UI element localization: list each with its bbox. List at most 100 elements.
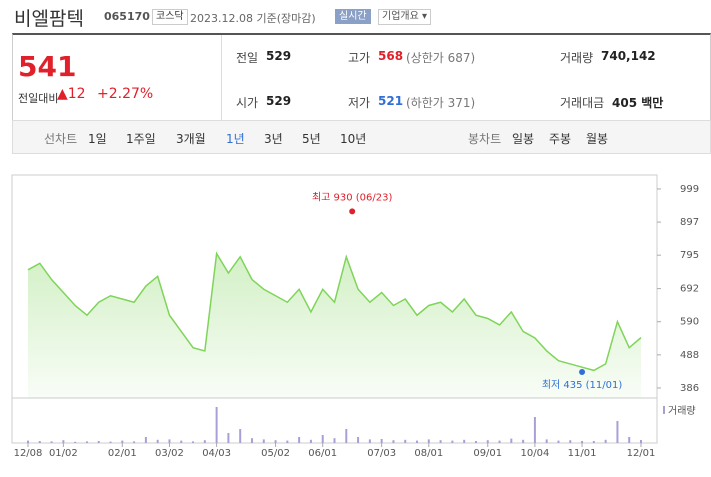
volume-bar — [156, 439, 159, 443]
period-tab[interactable]: 1주일 — [126, 132, 156, 146]
price: 541 — [18, 50, 77, 83]
item-note: (상한가 687) — [406, 51, 476, 65]
item-value: 740,142 — [601, 49, 656, 63]
volume-bar — [74, 441, 77, 443]
item-value: 405 백만 — [612, 96, 664, 110]
volume-bar — [333, 438, 336, 443]
volume-bar — [274, 440, 277, 443]
volume-bar — [557, 440, 560, 443]
volume-bar — [498, 440, 501, 443]
change: ▲12 — [57, 86, 86, 102]
y-tick-label: 795 — [680, 250, 699, 261]
volume-bar — [533, 417, 536, 443]
x-tick-label: 05/02 — [261, 448, 290, 459]
volume-bar — [203, 440, 206, 443]
volume-bar — [50, 441, 53, 443]
volume-bar — [250, 438, 253, 443]
overview-button[interactable]: 기업개요 ▾ — [378, 9, 431, 25]
item-label: 저가 — [348, 96, 371, 110]
volume-bar — [604, 439, 607, 443]
volume-bar — [545, 439, 548, 443]
tab-bar — [12, 120, 711, 154]
x-tick-label: 04/03 — [202, 448, 231, 459]
x-tick-label: 08/01 — [414, 448, 443, 459]
item-label: 거래대금 — [560, 96, 605, 110]
x-tick-label: 12/08 — [14, 448, 43, 459]
period-tab[interactable]: 5년 — [302, 132, 321, 146]
stock-name: 비엘팜텍 — [14, 8, 84, 30]
volume-bar — [427, 439, 430, 443]
chart: 386 488 590 692 795 897 999 거래량 12/08 01/02 02/01 0… — [11, 174, 699, 459]
annotation-label: 최저 435 (11/01) — [542, 379, 623, 391]
y-tick-label: 386 — [680, 383, 699, 394]
volume-bar — [616, 421, 619, 443]
change-label: 전일대비 — [18, 92, 59, 105]
volume-bar — [180, 440, 183, 443]
item-value: 529 — [266, 94, 292, 108]
volume-bar — [309, 439, 312, 443]
volume-bar — [62, 440, 65, 443]
x-tick-label: 03/02 — [155, 448, 184, 459]
volume-bar — [262, 439, 265, 443]
volume-bar — [640, 440, 642, 443]
volume-bar — [416, 440, 419, 443]
annotation-marker — [579, 369, 586, 376]
volume-bar — [38, 441, 41, 443]
volume-bar — [133, 441, 136, 443]
date: 2023.12.08 기준(장마감) — [190, 12, 316, 25]
volume-bar — [569, 440, 572, 443]
item-value: 529 — [266, 49, 292, 63]
y-tick-label: 488 — [680, 350, 699, 361]
volume-bar — [168, 439, 171, 443]
volume-bar — [451, 440, 454, 443]
volume-bar — [27, 440, 29, 443]
volume-bar — [239, 429, 242, 443]
period-tab[interactable]: 10년 — [340, 132, 367, 146]
item-note: (하한가 371) — [406, 96, 476, 110]
period-tab[interactable]: 3년 — [264, 132, 283, 146]
volume-bar — [510, 438, 513, 443]
y-tick-label: 897 — [680, 217, 699, 228]
volume-bar — [97, 441, 100, 443]
volume-bar — [109, 441, 112, 443]
x-tick-label: 07/03 — [367, 448, 396, 459]
candle-tab[interactable]: 월봉 — [586, 132, 609, 146]
legend-label: 거래량 — [668, 405, 696, 417]
volume-bar — [404, 439, 407, 443]
divider — [221, 35, 222, 121]
volume-bar — [486, 440, 489, 443]
item-value: 568 — [378, 49, 404, 63]
volume-bar — [463, 439, 466, 443]
x-tick-label: 02/01 — [108, 448, 137, 459]
volume-bar — [345, 429, 348, 443]
volume-bar — [321, 435, 324, 443]
candle-tab[interactable]: 주봉 — [549, 132, 572, 146]
x-tick-label: 09/01 — [473, 448, 502, 459]
volume-bar — [581, 441, 584, 443]
period-tab[interactable]: 1년 — [226, 132, 245, 146]
volume-bar — [121, 440, 124, 443]
candle-tab[interactable]: 일봉 — [512, 132, 535, 146]
x-tick-label: 12/01 — [627, 448, 656, 459]
period-tab[interactable]: 1일 — [88, 132, 107, 146]
item-value: 521 — [378, 94, 404, 108]
volume-bar — [628, 437, 631, 443]
legend-swatch — [663, 406, 665, 414]
volume-bar — [522, 439, 525, 443]
volume-bar — [227, 433, 230, 443]
x-tick-label: 10/04 — [520, 448, 549, 459]
volume-bar — [439, 440, 442, 443]
volume-bar — [144, 437, 147, 443]
y-tick-label: 999 — [680, 184, 699, 195]
volume-bar — [380, 439, 383, 443]
market-badge: 코스닥 — [152, 9, 188, 25]
volume-bar — [192, 441, 195, 443]
volume-bar — [474, 441, 477, 443]
realtime-badge[interactable]: 실시간 — [335, 9, 371, 24]
tab-label: 선차트 — [44, 132, 78, 146]
x-tick-label: 01/02 — [49, 448, 78, 459]
volume-bar — [357, 437, 360, 443]
period-tab[interactable]: 3개월 — [176, 132, 206, 146]
stock-code: 065170 — [104, 10, 150, 23]
tab-label: 봉차트 — [468, 132, 502, 146]
